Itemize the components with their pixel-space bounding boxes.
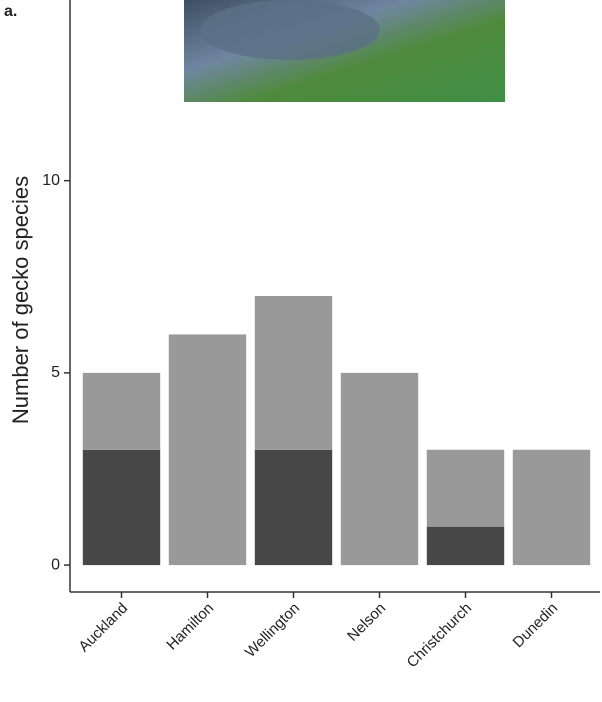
bar-segment [255,296,332,450]
page: {"chart_data": {"type": "bar", "stacked"… [0,0,602,702]
bar-segment [83,373,160,450]
chart: a. Number of gecko species 0 5 10 Auckland H… [0,0,602,697]
y-tick-label: 5 [51,364,60,381]
bar-segment [255,450,332,565]
x-tick-label: Auckland [75,600,131,656]
gecko-photo-detail [200,0,380,60]
bar-segment [427,527,504,565]
bar-segment [513,450,590,565]
bar-segment [83,450,160,565]
y-tick-label: 0 [51,556,60,573]
x-tick-label: Dunedin [510,600,562,652]
x-tick-label: Nelson [344,600,389,645]
y-axis-label: Number of gecko species [8,176,33,424]
panel-label: a. [4,3,17,20]
bar-segment [427,450,504,527]
bar-segment [169,334,246,565]
x-tick-label: Hamilton [163,600,217,654]
x-tick-label: Christchurch [404,600,476,672]
x-tick-label: Wellington [242,600,303,661]
y-tick-label: 10 [42,172,60,189]
bar-segment [341,373,418,565]
